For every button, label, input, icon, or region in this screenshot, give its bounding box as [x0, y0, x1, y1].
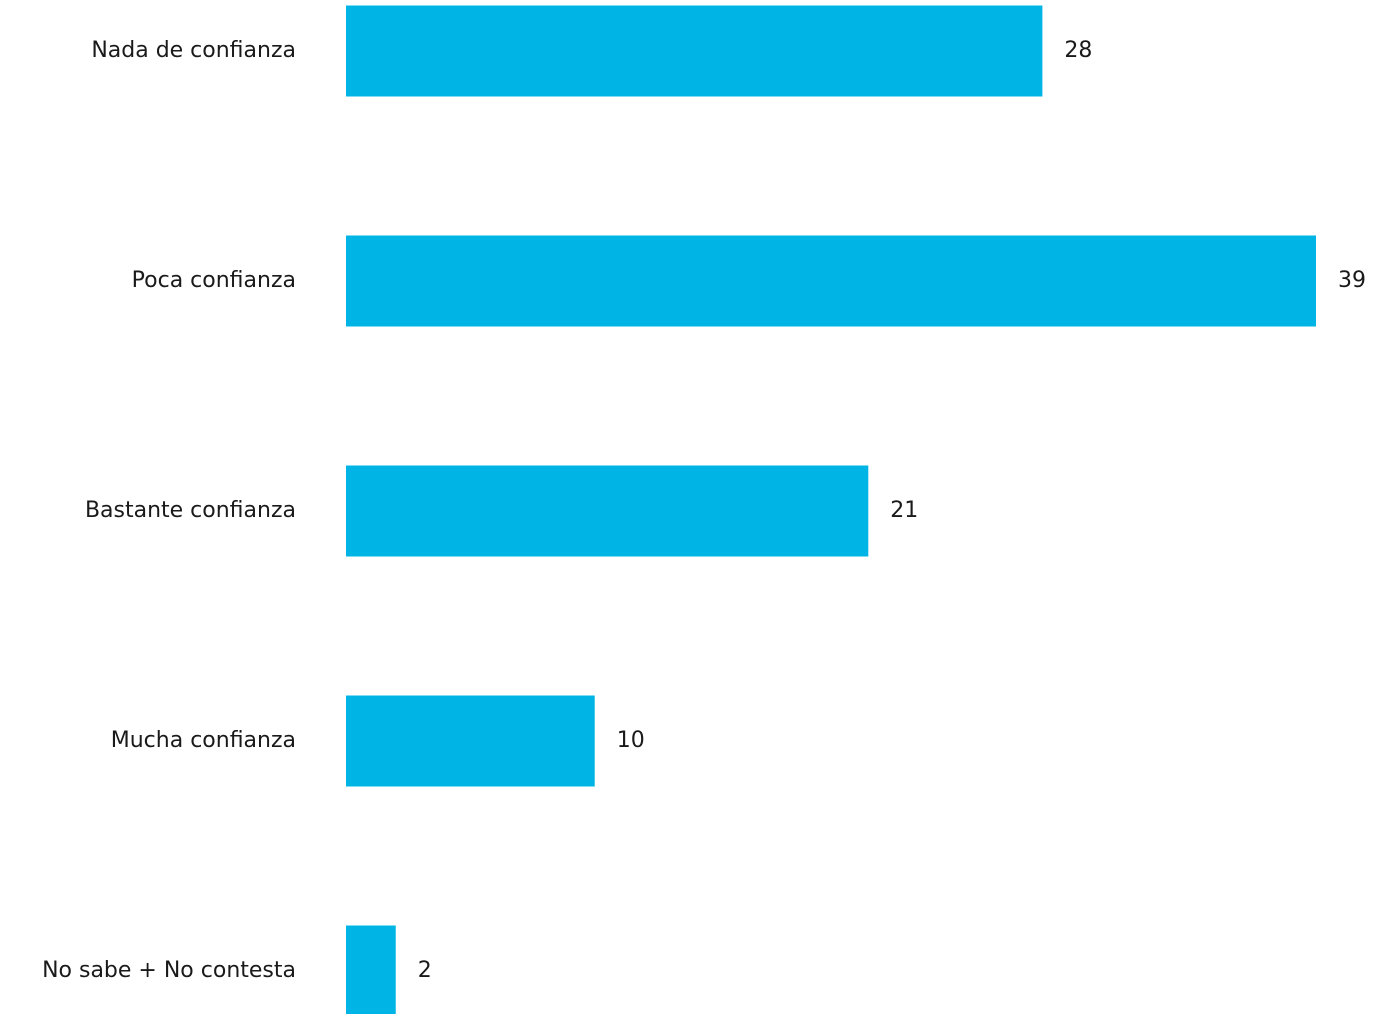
- category-labels: Nada de confianza Poca confianza Bastante …: [42, 38, 296, 983]
- bar-1: [346, 235, 1316, 327]
- bars-layer: [346, 5, 1316, 1014]
- bar-2: [346, 465, 869, 557]
- value-label-1: 39: [1338, 268, 1366, 293]
- category-label-2: Bastante confianza: [85, 498, 296, 523]
- value-label-4: 2: [418, 958, 432, 983]
- category-label-1: Poca confianza: [132, 268, 296, 293]
- value-label-2: 21: [890, 498, 918, 523]
- value-label-0: 28: [1064, 38, 1092, 63]
- value-label-3: 10: [617, 728, 645, 753]
- category-label-3: Mucha confianza: [111, 728, 296, 753]
- category-label-0: Nada de confianza: [91, 38, 296, 63]
- category-label-4: No sabe + No contesta: [42, 958, 296, 983]
- bar-3: [346, 695, 595, 787]
- value-labels: 28 39 21 10 2: [418, 38, 1366, 983]
- bar-4: [346, 925, 396, 1014]
- bar-0: [346, 5, 1043, 97]
